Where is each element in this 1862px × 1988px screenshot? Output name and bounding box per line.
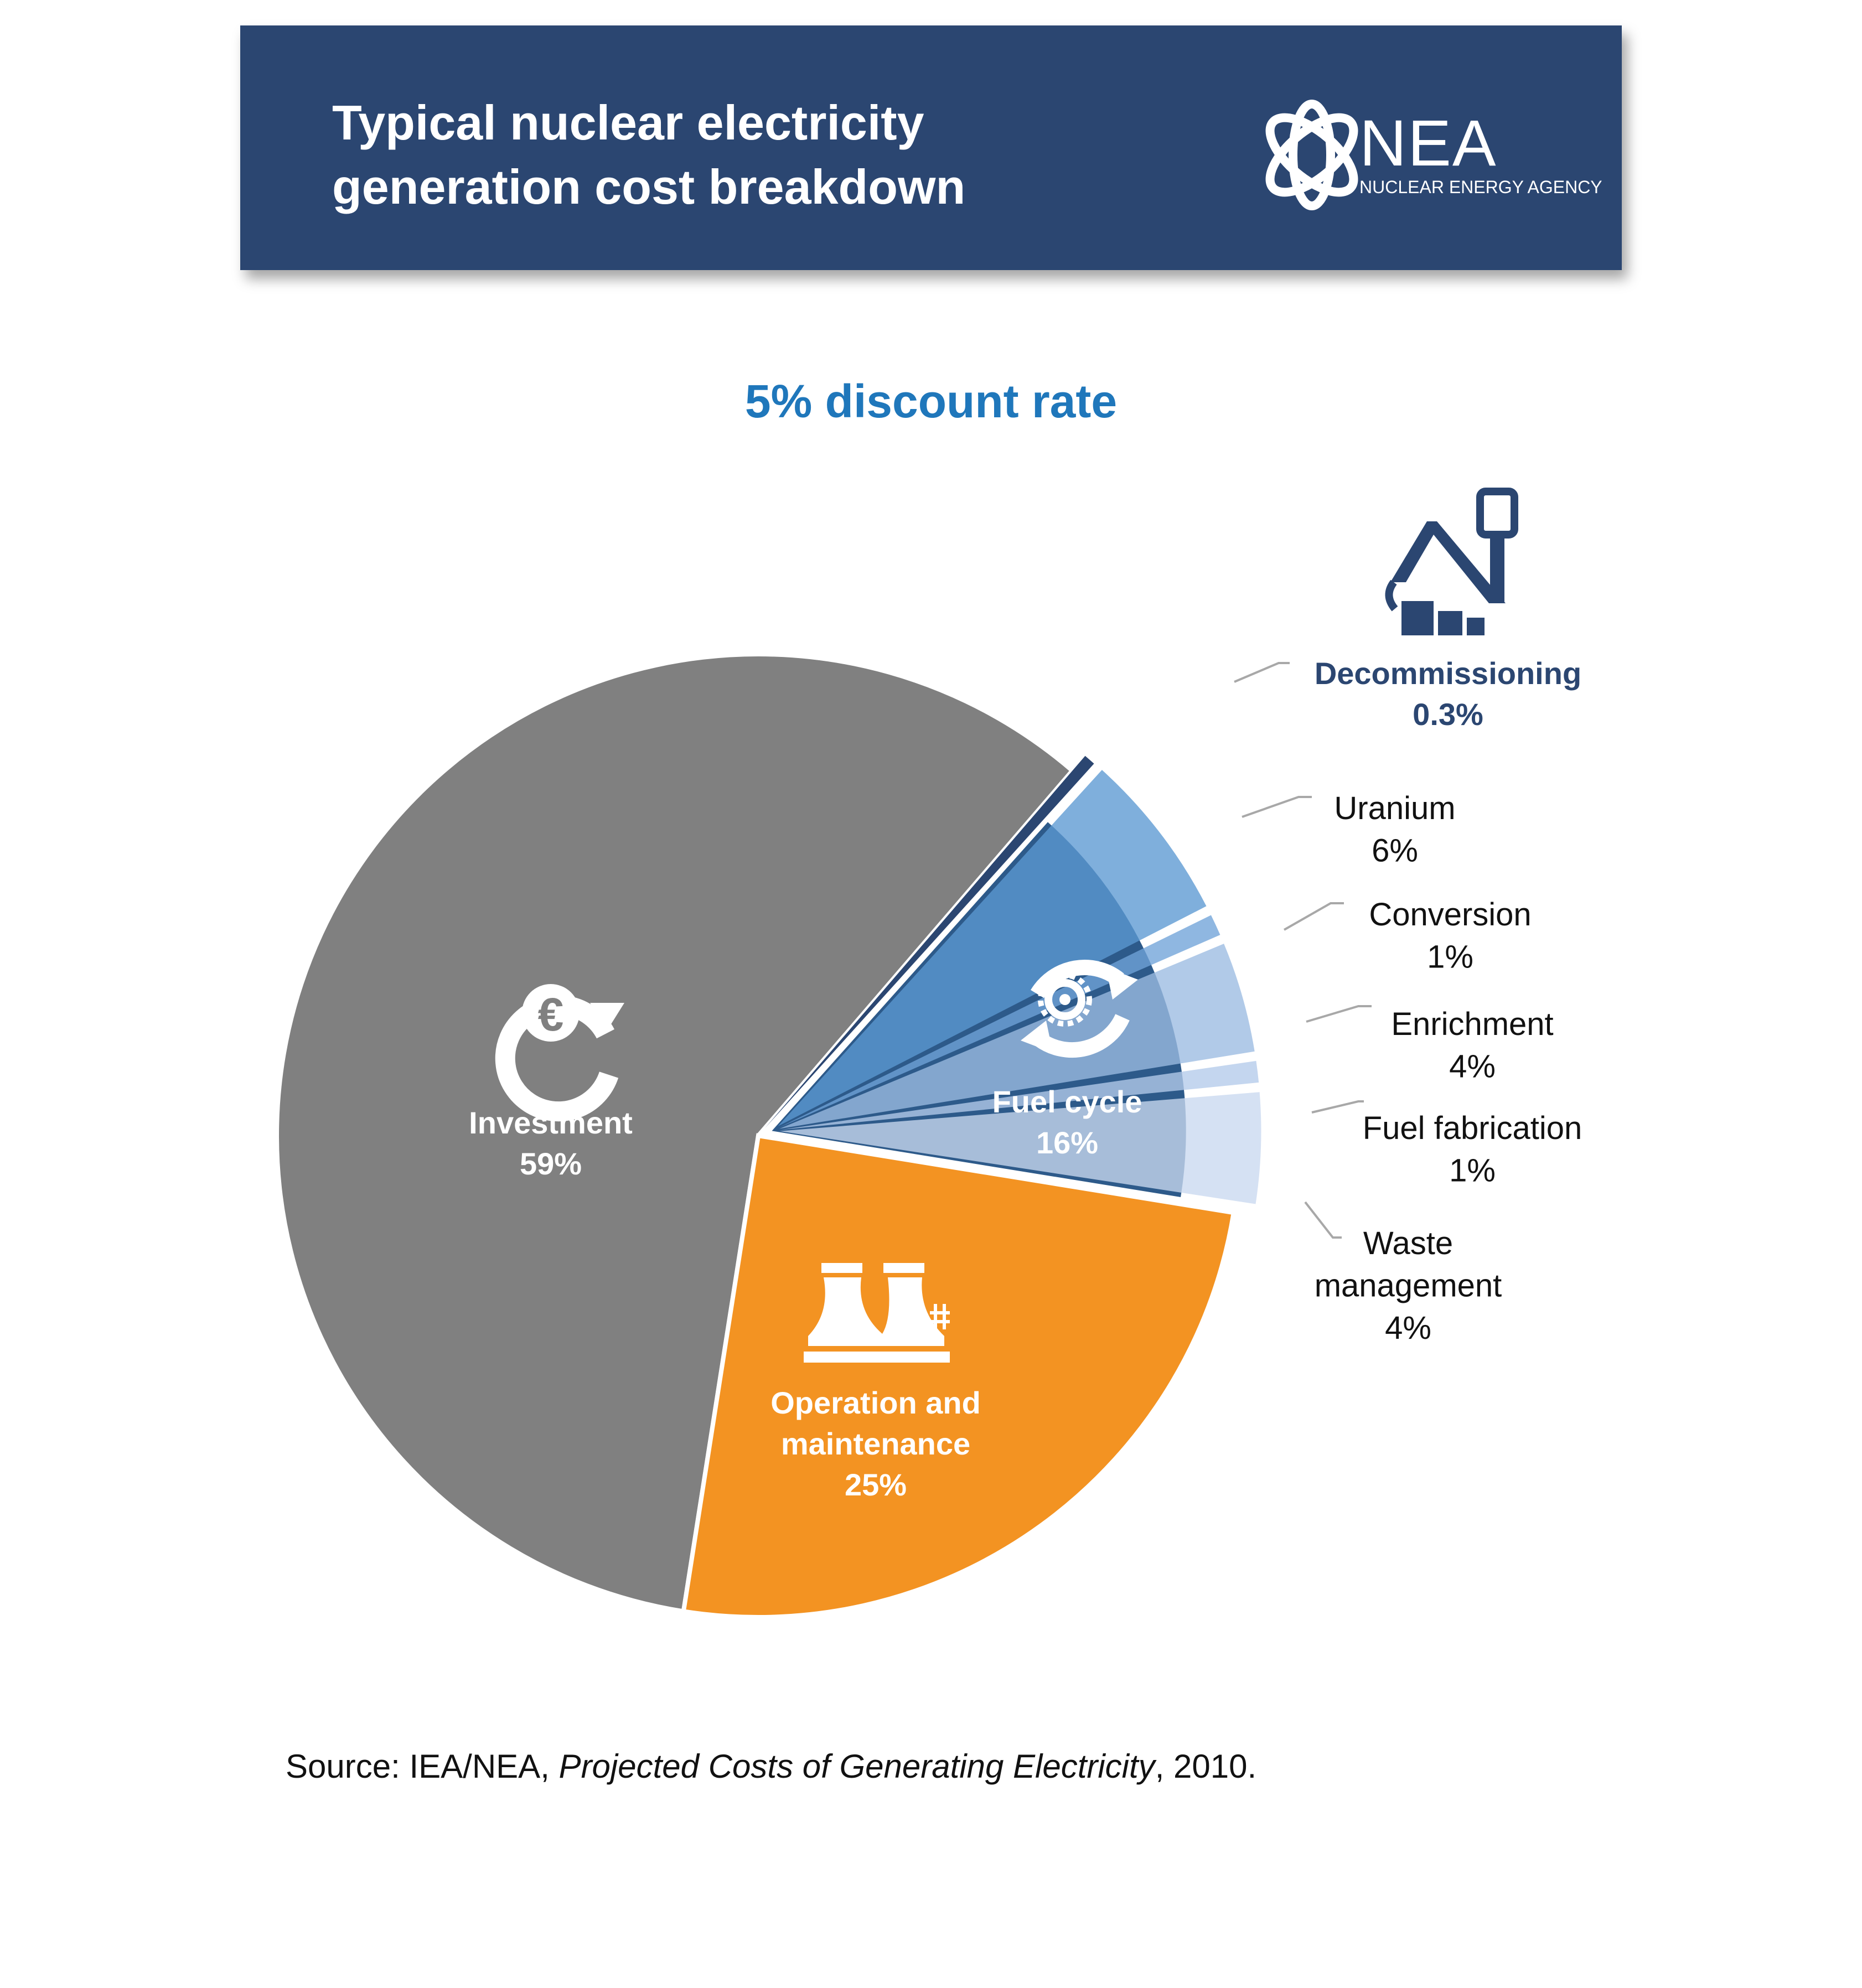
conversion-label-line: 1% <box>1427 939 1473 975</box>
leader-line <box>1234 662 1290 683</box>
decommissioning-slice <box>764 755 1094 1128</box>
investment-label-line: 59% <box>520 1146 582 1181</box>
uranium-slice <box>778 770 1207 1126</box>
leader-line <box>1306 1005 1372 1023</box>
slice-labels: Investment 59% Operation and maintenance 25%… <box>469 656 1582 1502</box>
operation-label: Operation and maintenance 25% <box>770 1385 981 1502</box>
investment-slice <box>275 652 1075 1614</box>
conversion-label: Conversion 1% <box>1369 897 1531 975</box>
svg-text:€: € <box>538 988 564 1040</box>
uranium-label-line: 6% <box>1372 833 1418 869</box>
crane-demolition-icon <box>1385 488 1518 635</box>
conversion-label-line: Conversion <box>1369 897 1531 933</box>
leader-lines <box>1234 662 1372 1239</box>
uranium-label-line: Uranium <box>1334 790 1455 826</box>
fuel-fabrication-label-line: Fuel fabrication <box>1363 1110 1582 1146</box>
title-line-1: Typical nuclear electricity <box>332 95 924 150</box>
gear-cycle-icon <box>1021 960 1138 1058</box>
waste-management-slice <box>779 1092 1261 1204</box>
source-note: Source: IEA/NEA, Projected Costs of Gene… <box>286 1744 1256 1789</box>
leader-line <box>1311 1100 1364 1114</box>
enrichment-label: Enrichment 4% <box>1391 1006 1553 1085</box>
investment-label-line: Investment <box>469 1105 633 1140</box>
chart-title: Typical nuclear electricity generation c… <box>332 91 965 219</box>
enrichment-slice <box>779 944 1255 1129</box>
leader-line <box>1242 796 1312 818</box>
nea-logo-icon <box>1265 100 1358 210</box>
investment-label: Investment 59% <box>469 1105 633 1181</box>
logo-name: NEA <box>1359 107 1497 180</box>
waste-management-label: Waste management 4% <box>1315 1225 1502 1346</box>
fuel-cycle-label: Fuel cycle 16% <box>992 1084 1142 1160</box>
chart-subtitle: 5% discount rate <box>744 375 1118 427</box>
leader-line <box>1304 1201 1342 1239</box>
operation-label-line: Operation and <box>770 1385 981 1420</box>
operation-slice <box>681 1133 1237 1619</box>
source-publication: Projected Costs of Generating Electricit… <box>558 1748 1155 1785</box>
waste-management-label-line: management <box>1315 1268 1502 1304</box>
decommissioning-label-line: 0.3% <box>1413 697 1483 732</box>
title-line-2: generation cost breakdown <box>332 159 966 214</box>
decommissioning-label-line: Decommissioning <box>1315 656 1581 691</box>
fuel-fabrication-label-line: 1% <box>1449 1153 1496 1189</box>
fuel-fabrication-slice <box>779 1060 1259 1130</box>
chart-icons: € <box>495 488 1518 1363</box>
operation-label-line: maintenance <box>781 1426 970 1461</box>
enrichment-label-line: Enrichment <box>1391 1006 1553 1042</box>
source-prefix: Source: IEA/NEA, <box>286 1748 559 1785</box>
cooling-towers-icon <box>804 1263 950 1363</box>
operation-label-line: 25% <box>845 1467 907 1502</box>
title-banner: Typical nuclear electricity generation c… <box>240 25 1622 270</box>
uranium-label: Uranium 6% <box>1334 790 1455 869</box>
fuel-fabrication-label: Fuel fabrication 1% <box>1363 1110 1582 1189</box>
decommissioning-label: Decommissioning 0.3% <box>1315 656 1581 732</box>
waste-management-label-line: 4% <box>1385 1310 1431 1346</box>
enrichment-label-line: 4% <box>1449 1049 1496 1085</box>
euro-cycle-icon: € <box>495 984 624 1122</box>
pie-slices <box>275 652 1261 1619</box>
leader-line <box>1284 902 1344 931</box>
fuel-cycle-label-line: Fuel cycle <box>992 1084 1142 1119</box>
fuel-cycle-label-line: 16% <box>1036 1125 1098 1160</box>
logo-subtitle: NUCLEAR ENERGY AGENCY <box>1359 177 1602 197</box>
waste-management-label-line: Waste <box>1363 1225 1453 1261</box>
source-suffix: , 2010. <box>1155 1748 1257 1785</box>
